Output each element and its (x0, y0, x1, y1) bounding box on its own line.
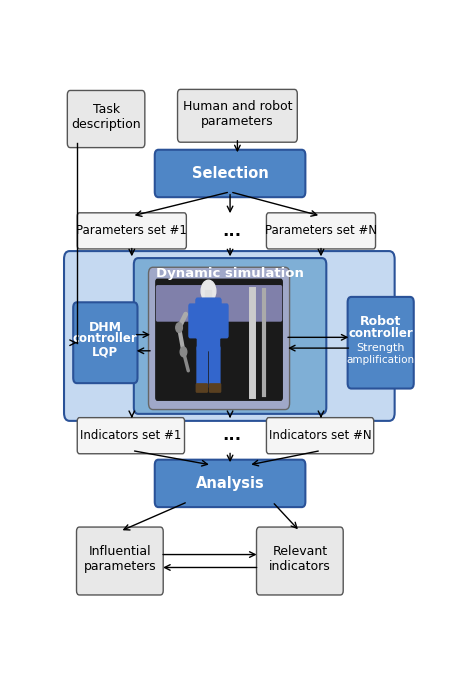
Text: Human and robot: Human and robot (182, 99, 292, 113)
FancyBboxPatch shape (209, 383, 221, 393)
Text: LQP: LQP (92, 346, 118, 359)
FancyBboxPatch shape (67, 90, 145, 148)
Text: parameters: parameters (201, 115, 273, 127)
FancyBboxPatch shape (64, 251, 395, 421)
Text: ...: ... (222, 222, 241, 239)
FancyBboxPatch shape (196, 345, 208, 390)
Text: parameters: parameters (83, 560, 156, 573)
Text: Indicators set #1: Indicators set #1 (80, 429, 182, 442)
Text: ...: ... (222, 426, 241, 444)
FancyBboxPatch shape (196, 383, 208, 393)
FancyBboxPatch shape (156, 285, 282, 322)
Text: controller: controller (73, 332, 138, 345)
FancyBboxPatch shape (178, 90, 297, 142)
Text: description: description (71, 118, 141, 131)
Circle shape (180, 347, 187, 357)
Circle shape (201, 280, 216, 302)
FancyBboxPatch shape (256, 527, 343, 595)
Text: Strength: Strength (356, 343, 405, 353)
FancyBboxPatch shape (266, 213, 375, 249)
FancyBboxPatch shape (155, 150, 305, 197)
FancyBboxPatch shape (73, 302, 137, 383)
FancyBboxPatch shape (205, 290, 212, 303)
Text: Task: Task (92, 103, 119, 116)
Text: Influential: Influential (89, 545, 151, 558)
Text: Indicators set #N: Indicators set #N (269, 429, 372, 442)
Text: Dynamic simulation: Dynamic simulation (156, 267, 304, 280)
FancyBboxPatch shape (76, 527, 163, 595)
Text: Analysis: Analysis (196, 476, 264, 491)
Circle shape (176, 323, 182, 332)
FancyBboxPatch shape (195, 298, 222, 339)
FancyBboxPatch shape (148, 267, 290, 409)
Text: Robot: Robot (360, 315, 401, 328)
FancyBboxPatch shape (217, 303, 228, 338)
FancyBboxPatch shape (134, 258, 326, 414)
FancyBboxPatch shape (209, 345, 220, 390)
FancyBboxPatch shape (155, 279, 283, 401)
Text: Parameters set #N: Parameters set #N (265, 225, 377, 237)
FancyBboxPatch shape (155, 460, 305, 507)
FancyBboxPatch shape (77, 418, 184, 454)
FancyBboxPatch shape (266, 418, 374, 454)
Text: Parameters set #1: Parameters set #1 (76, 225, 187, 237)
FancyBboxPatch shape (188, 303, 200, 338)
FancyBboxPatch shape (77, 213, 186, 249)
FancyBboxPatch shape (347, 297, 414, 389)
Text: DHM: DHM (89, 321, 122, 334)
Text: Selection: Selection (191, 166, 268, 181)
FancyBboxPatch shape (197, 332, 220, 351)
Text: amplification: amplification (346, 355, 415, 365)
Text: indicators: indicators (269, 560, 331, 573)
Text: Relevant: Relevant (272, 545, 328, 558)
Text: controller: controller (348, 326, 413, 340)
